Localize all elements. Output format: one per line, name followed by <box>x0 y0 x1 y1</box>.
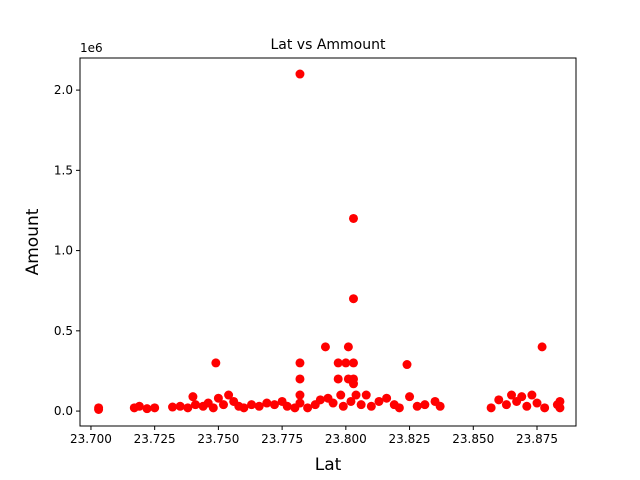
point <box>517 392 527 402</box>
x-tick-label: 23.800 <box>325 432 367 446</box>
y-tick-label: 0.0 <box>54 404 73 418</box>
point <box>134 401 144 411</box>
point <box>346 396 356 406</box>
point <box>341 358 351 368</box>
plot-frame <box>79 57 577 427</box>
point <box>303 403 313 413</box>
point <box>295 69 305 79</box>
point <box>540 403 550 413</box>
point <box>420 400 430 410</box>
point <box>412 401 422 411</box>
point <box>405 392 415 402</box>
x-tick-label: 23.750 <box>197 432 239 446</box>
point <box>382 393 392 403</box>
x-tick-label: 23.775 <box>261 432 303 446</box>
point <box>224 390 234 400</box>
point <box>333 358 343 368</box>
point <box>295 374 305 384</box>
point <box>336 390 346 400</box>
point <box>282 401 292 411</box>
point <box>527 390 537 400</box>
x-tick-label: 23.825 <box>389 432 431 446</box>
point <box>333 374 343 384</box>
point <box>361 390 371 400</box>
point <box>168 402 178 412</box>
point <box>532 398 542 408</box>
point <box>218 400 228 410</box>
point <box>328 398 338 408</box>
point <box>320 342 330 352</box>
point <box>295 358 305 368</box>
point <box>175 401 185 411</box>
y-tick-label: 1.5 <box>54 163 73 177</box>
point <box>494 395 504 405</box>
y-tick-label: 1.0 <box>54 244 73 258</box>
point <box>211 358 221 368</box>
point <box>150 403 160 413</box>
x-axis-label: Lat <box>315 455 342 475</box>
point <box>348 379 358 389</box>
point <box>338 401 348 411</box>
y-tick-label: 2.0 <box>54 83 73 97</box>
point <box>247 400 257 410</box>
point <box>435 401 445 411</box>
point <box>239 403 249 413</box>
point <box>269 400 279 410</box>
point <box>295 398 305 408</box>
point <box>94 403 104 413</box>
point <box>555 403 565 413</box>
y-axis-label: Amount <box>23 208 43 275</box>
point <box>402 360 412 370</box>
point <box>190 400 200 410</box>
x-tick-label: 23.700 <box>70 432 112 446</box>
point <box>501 400 511 410</box>
point <box>183 403 193 413</box>
x-tick-label: 23.725 <box>134 432 176 446</box>
point <box>351 390 361 400</box>
point <box>394 403 404 413</box>
chart-title: Lat vs Ammount <box>270 37 386 53</box>
point <box>348 213 358 223</box>
y-offset-label: 1e6 <box>80 41 103 55</box>
point <box>254 401 264 411</box>
point <box>208 403 218 413</box>
point <box>188 392 198 402</box>
point <box>522 401 532 411</box>
point <box>315 395 325 405</box>
point <box>374 396 384 406</box>
x-tick-label: 23.875 <box>516 432 558 446</box>
point <box>555 396 565 406</box>
point <box>507 390 517 400</box>
point <box>356 400 366 410</box>
y-tick-label: 0.5 <box>54 324 73 338</box>
point <box>142 404 152 414</box>
point <box>486 403 496 413</box>
point <box>348 358 358 368</box>
point <box>348 294 358 304</box>
point <box>262 398 272 408</box>
point <box>537 342 547 352</box>
point <box>295 390 305 400</box>
point <box>213 393 223 403</box>
point <box>343 342 353 352</box>
point <box>366 401 376 411</box>
x-tick-label: 23.850 <box>452 432 494 446</box>
